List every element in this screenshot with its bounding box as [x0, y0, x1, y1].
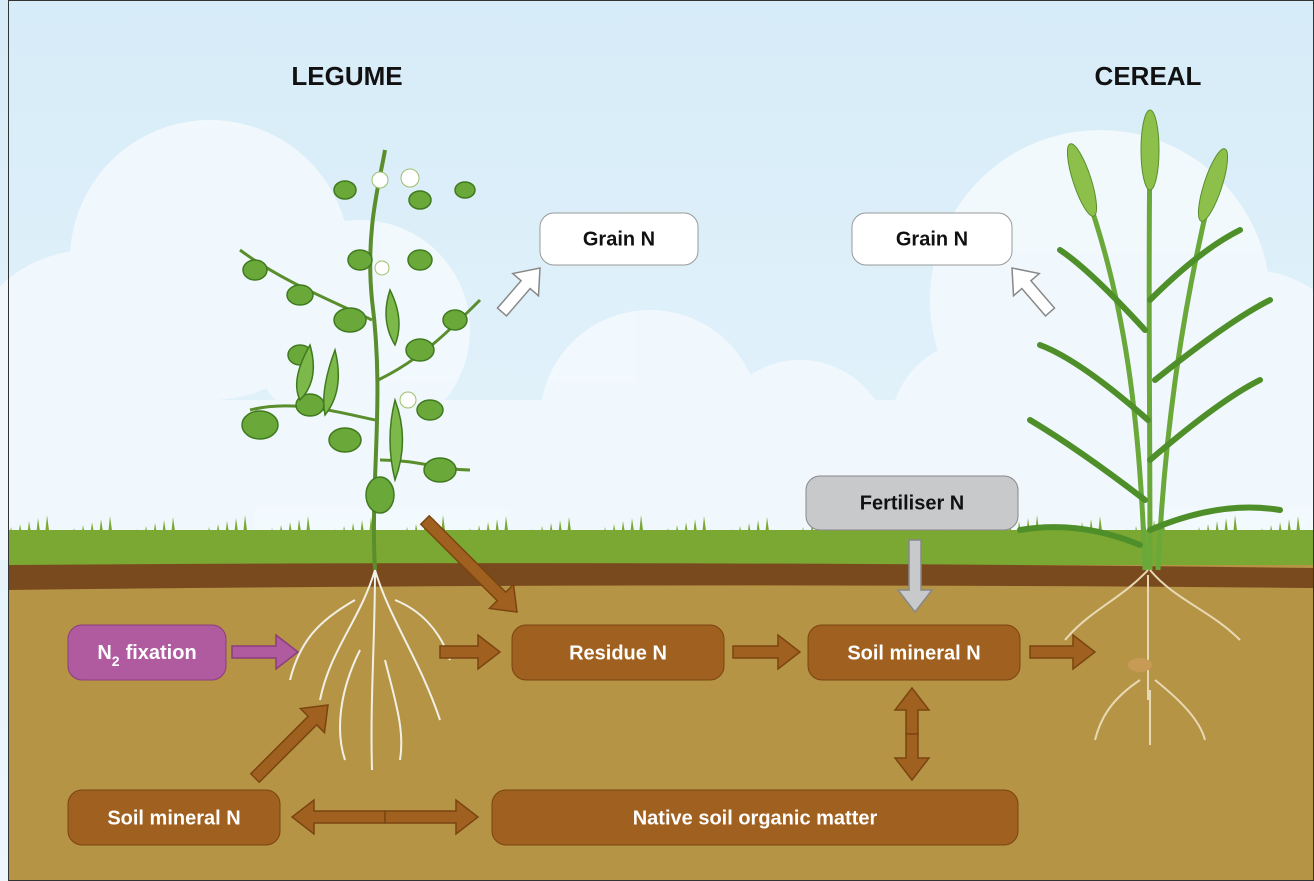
label: Soil mineral N	[847, 642, 980, 664]
node-soil-mineral-right: Soil mineral N	[808, 625, 1020, 680]
node-grain-cereal: Grain N	[852, 213, 1012, 265]
label: Soil mineral N	[107, 807, 240, 829]
label-rest: fixation	[126, 642, 197, 664]
page: LEGUME CEREAL Grain N Grain N Fertiliser…	[0, 0, 1314, 881]
label: Grain N	[583, 228, 655, 250]
label: Residue N	[569, 642, 667, 664]
diagram: LEGUME CEREAL Grain N Grain N Fertiliser…	[0, 0, 1314, 881]
node-n2-fixation: N2 fixation	[68, 625, 226, 680]
legume-title: LEGUME	[291, 61, 402, 91]
node-grain-legume: Grain N	[540, 213, 698, 265]
node-native-som: Native soil organic matter	[492, 790, 1018, 845]
cereal-title: CEREAL	[1095, 61, 1202, 91]
label: Native soil organic matter	[633, 807, 878, 829]
node-soil-mineral-left: Soil mineral N	[68, 790, 280, 845]
label-subscript: 2	[112, 653, 120, 669]
label: Fertiliser N	[860, 492, 964, 514]
label-n: N	[97, 642, 111, 664]
node-fertiliser: Fertiliser N	[806, 476, 1018, 530]
node-residue: Residue N	[512, 625, 724, 680]
label: Grain N	[896, 228, 968, 250]
